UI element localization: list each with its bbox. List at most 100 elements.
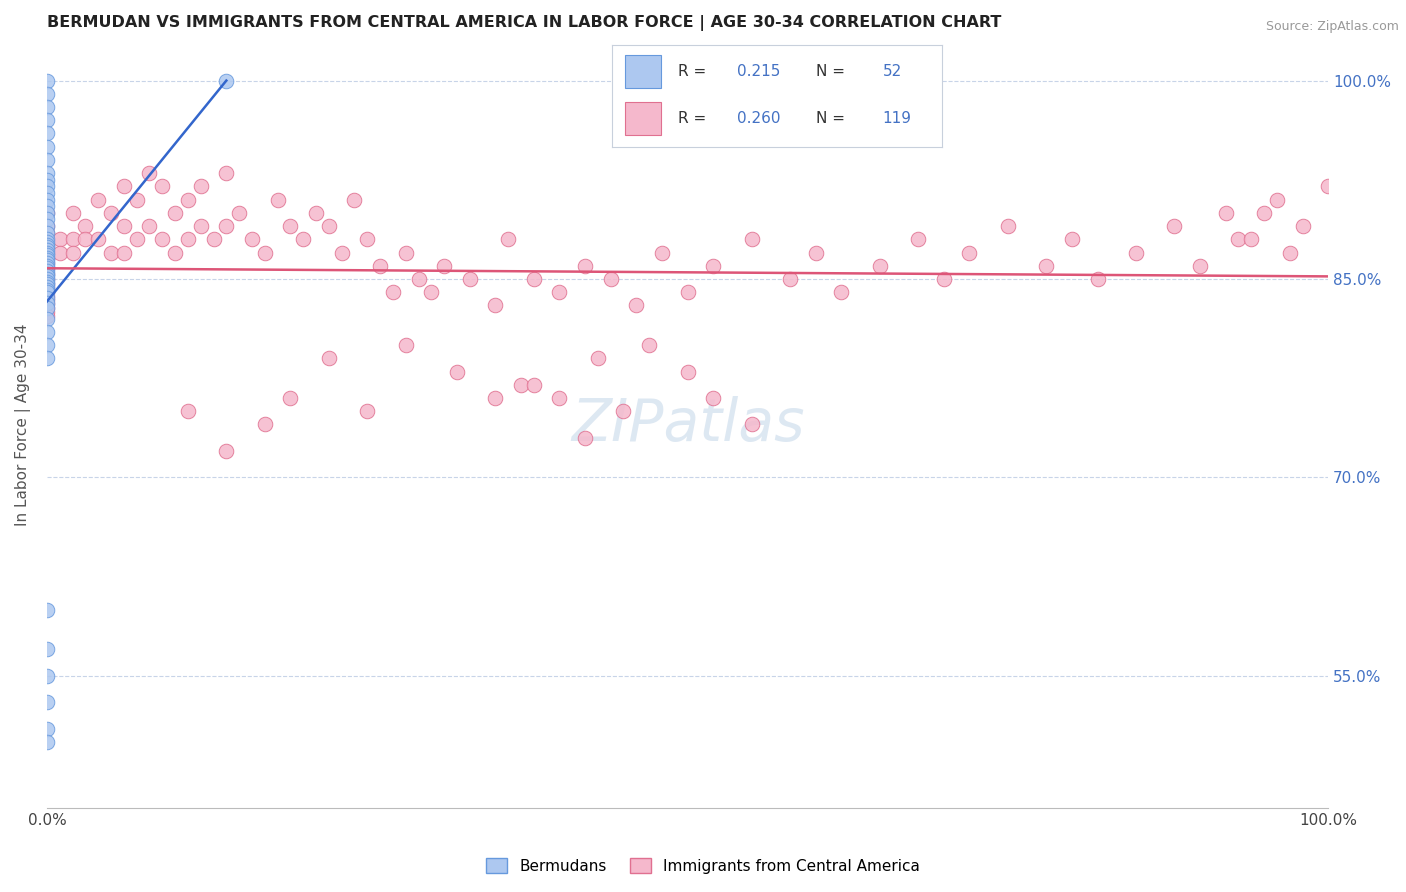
Point — [368, 259, 391, 273]
Point — [35, 695, 58, 709]
Point — [35, 232, 58, 246]
Point — [523, 272, 546, 286]
Point — [177, 232, 200, 246]
Point — [35, 351, 58, 366]
Point — [177, 193, 200, 207]
Point — [408, 272, 430, 286]
Point — [215, 444, 238, 458]
Text: 0.215: 0.215 — [737, 63, 780, 78]
Y-axis label: In Labor Force | Age 30-34: In Labor Force | Age 30-34 — [15, 323, 31, 525]
Point — [35, 261, 58, 276]
Bar — [624, 102, 661, 135]
Point — [190, 179, 212, 194]
Point — [177, 404, 200, 418]
Point — [318, 351, 340, 366]
Point — [35, 338, 58, 352]
Point — [997, 219, 1019, 233]
Point — [35, 73, 58, 87]
Point — [35, 139, 58, 153]
Point — [240, 232, 263, 246]
Point — [35, 179, 58, 194]
Point — [433, 259, 456, 273]
Point — [1060, 232, 1083, 246]
Point — [253, 245, 276, 260]
Point — [100, 206, 122, 220]
Text: N =: N = — [817, 111, 845, 126]
Point — [35, 113, 58, 128]
Point — [35, 243, 58, 257]
Point — [35, 245, 58, 260]
Point — [35, 240, 58, 254]
Point — [35, 669, 58, 683]
Point — [612, 404, 634, 418]
Point — [215, 73, 238, 87]
Point — [202, 232, 225, 246]
Point — [125, 232, 148, 246]
Point — [907, 232, 929, 246]
Point — [62, 206, 84, 220]
Point — [35, 735, 58, 749]
Point — [165, 245, 187, 260]
Point — [35, 325, 58, 339]
Point — [1240, 232, 1263, 246]
Text: R =: R = — [678, 111, 706, 126]
Point — [35, 251, 58, 265]
Point — [35, 295, 58, 310]
Text: R =: R = — [678, 63, 706, 78]
Point — [420, 285, 443, 300]
Point — [1253, 206, 1275, 220]
Point — [446, 365, 468, 379]
Point — [586, 351, 609, 366]
Point — [35, 311, 58, 326]
Point — [395, 338, 418, 352]
Point — [125, 193, 148, 207]
Point — [35, 309, 58, 323]
Point — [305, 206, 328, 220]
Point — [228, 206, 250, 220]
Text: ZIPatlas: ZIPatlas — [571, 396, 804, 453]
Text: 119: 119 — [883, 111, 911, 126]
Point — [190, 219, 212, 233]
Point — [35, 305, 58, 319]
Text: 0.260: 0.260 — [737, 111, 780, 126]
Text: 52: 52 — [883, 63, 901, 78]
Point — [35, 206, 58, 220]
Point — [215, 219, 238, 233]
Point — [266, 193, 288, 207]
Point — [112, 245, 135, 260]
Text: BERMUDAN VS IMMIGRANTS FROM CENTRAL AMERICA IN LABOR FORCE | AGE 30-34 CORRELATI: BERMUDAN VS IMMIGRANTS FROM CENTRAL AMER… — [46, 15, 1001, 31]
Point — [35, 277, 58, 292]
Point — [676, 365, 699, 379]
Point — [651, 245, 673, 260]
Point — [35, 267, 58, 281]
Point — [35, 237, 58, 252]
Point — [35, 186, 58, 200]
Point — [599, 272, 621, 286]
Point — [574, 431, 596, 445]
Point — [35, 226, 58, 240]
Point — [804, 245, 827, 260]
Point — [35, 226, 58, 240]
Point — [35, 722, 58, 736]
Point — [741, 417, 763, 432]
Point — [35, 297, 58, 311]
Point — [35, 235, 58, 249]
Point — [35, 251, 58, 265]
Point — [35, 239, 58, 253]
Point — [395, 245, 418, 260]
Point — [35, 232, 58, 246]
Text: Source: ZipAtlas.com: Source: ZipAtlas.com — [1265, 20, 1399, 33]
Point — [35, 127, 58, 141]
Point — [253, 417, 276, 432]
Point — [1189, 259, 1212, 273]
Point — [112, 179, 135, 194]
Point — [1087, 272, 1109, 286]
Point — [75, 232, 97, 246]
Point — [49, 245, 72, 260]
Point — [1035, 259, 1057, 273]
Point — [35, 261, 58, 276]
Point — [35, 291, 58, 305]
Point — [35, 259, 58, 273]
Point — [35, 264, 58, 278]
Point — [318, 219, 340, 233]
